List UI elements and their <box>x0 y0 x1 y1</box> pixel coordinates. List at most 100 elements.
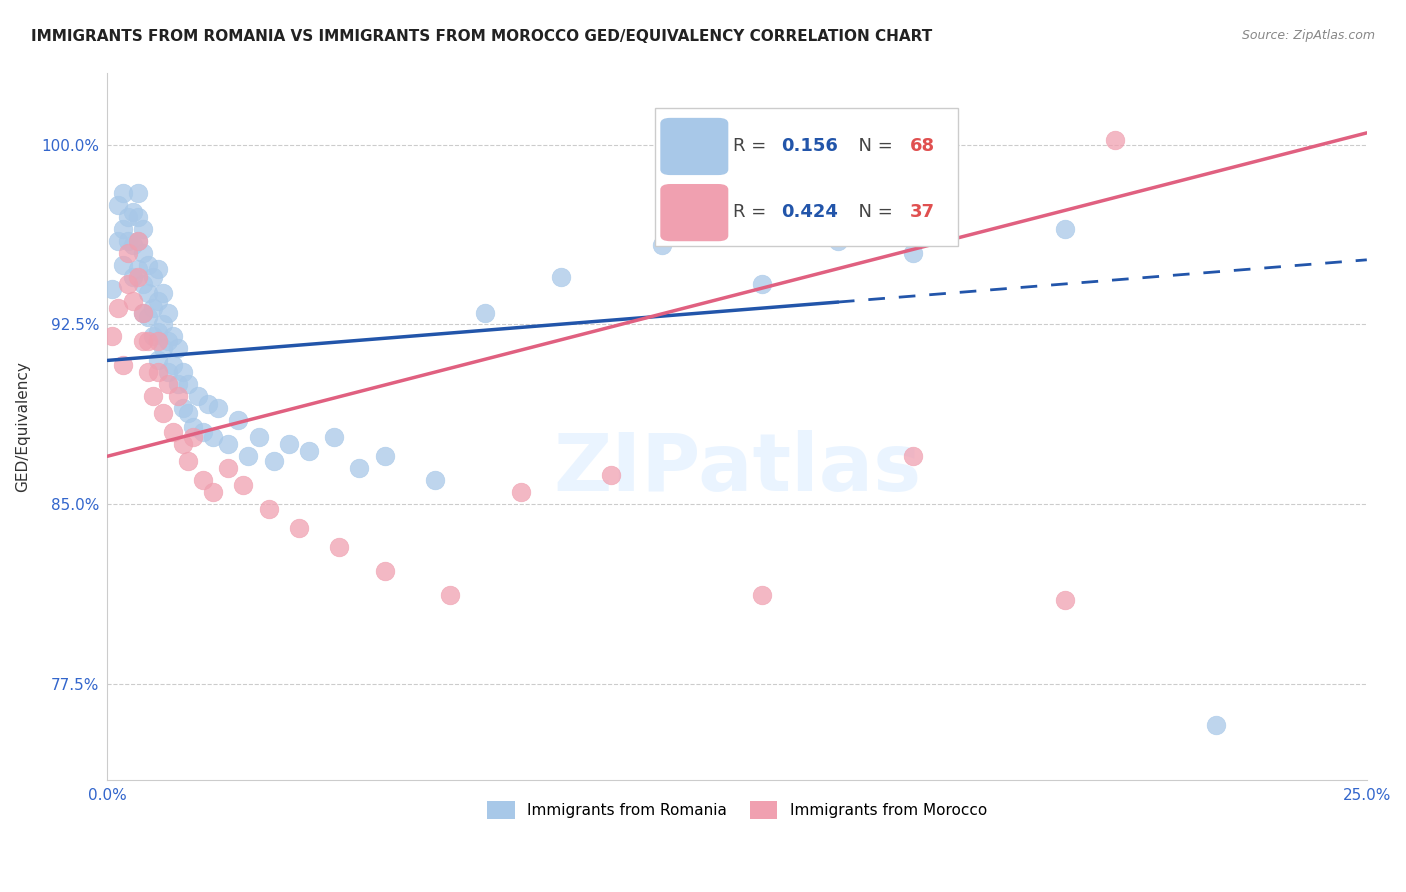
Point <box>167 377 190 392</box>
Point <box>217 437 239 451</box>
Text: R =: R = <box>734 137 772 155</box>
Point <box>1104 133 1126 147</box>
Point <box>152 286 174 301</box>
Point <box>373 449 395 463</box>
Point <box>131 221 153 235</box>
Point <box>257 502 280 516</box>
Point <box>131 305 153 319</box>
Text: Source: ZipAtlas.com: Source: ZipAtlas.com <box>1241 29 1375 42</box>
Point <box>146 293 169 308</box>
Point <box>142 301 165 315</box>
Point <box>172 365 194 379</box>
Text: 0.156: 0.156 <box>782 137 838 155</box>
Point <box>177 406 200 420</box>
Point <box>127 210 149 224</box>
Point <box>131 245 153 260</box>
Point <box>117 277 139 291</box>
Point <box>550 269 572 284</box>
Point <box>232 478 254 492</box>
Point <box>121 269 143 284</box>
Point <box>328 541 350 555</box>
Point <box>207 401 229 416</box>
Y-axis label: GED/Equivalency: GED/Equivalency <box>15 361 30 491</box>
Point <box>146 262 169 277</box>
Point <box>136 286 159 301</box>
Point <box>152 318 174 332</box>
Point <box>136 258 159 272</box>
Point <box>177 377 200 392</box>
Text: N =: N = <box>846 203 898 221</box>
Point <box>191 473 214 487</box>
Point <box>142 329 165 343</box>
Point <box>101 329 124 343</box>
Point <box>181 430 204 444</box>
Point <box>177 454 200 468</box>
Legend: Immigrants from Romania, Immigrants from Morocco: Immigrants from Romania, Immigrants from… <box>481 795 993 825</box>
Point <box>903 245 925 260</box>
Point <box>131 277 153 291</box>
Point <box>651 238 673 252</box>
Point <box>238 449 260 463</box>
Point <box>247 430 270 444</box>
Point <box>217 461 239 475</box>
Point <box>146 334 169 349</box>
Point <box>136 334 159 349</box>
Point <box>263 454 285 468</box>
Point <box>172 401 194 416</box>
Point <box>423 473 446 487</box>
Point <box>172 437 194 451</box>
Point <box>323 430 346 444</box>
Point <box>152 406 174 420</box>
Point <box>117 234 139 248</box>
Point <box>142 269 165 284</box>
Point <box>146 353 169 368</box>
Point <box>202 485 225 500</box>
Point <box>142 389 165 403</box>
Text: 0.424: 0.424 <box>782 203 838 221</box>
Point <box>277 437 299 451</box>
Point <box>1053 593 1076 607</box>
Point <box>167 389 190 403</box>
Text: 37: 37 <box>910 203 935 221</box>
Point <box>600 468 623 483</box>
Point <box>107 234 129 248</box>
Point <box>162 329 184 343</box>
Text: R =: R = <box>734 203 772 221</box>
Point <box>349 461 371 475</box>
Point <box>152 342 174 356</box>
FancyBboxPatch shape <box>655 108 957 246</box>
Point <box>146 365 169 379</box>
Point <box>146 325 169 339</box>
Point <box>121 293 143 308</box>
Point <box>162 358 184 372</box>
Text: ZIPatlas: ZIPatlas <box>553 430 921 508</box>
Point <box>162 425 184 440</box>
Point <box>1053 221 1076 235</box>
Point <box>474 305 496 319</box>
Point <box>101 281 124 295</box>
Point <box>156 305 179 319</box>
Point <box>903 449 925 463</box>
Text: N =: N = <box>846 137 898 155</box>
Point <box>117 245 139 260</box>
Point <box>187 389 209 403</box>
Point <box>509 485 531 500</box>
Point <box>202 430 225 444</box>
Point <box>127 234 149 248</box>
Point <box>197 396 219 410</box>
Point <box>156 334 179 349</box>
Point <box>127 234 149 248</box>
Point <box>136 365 159 379</box>
Point <box>127 186 149 200</box>
Point <box>111 186 134 200</box>
Point <box>191 425 214 440</box>
Text: IMMIGRANTS FROM ROMANIA VS IMMIGRANTS FROM MOROCCO GED/EQUIVALENCY CORRELATION C: IMMIGRANTS FROM ROMANIA VS IMMIGRANTS FR… <box>31 29 932 44</box>
Point <box>156 377 179 392</box>
Point <box>1205 717 1227 731</box>
FancyBboxPatch shape <box>661 184 728 241</box>
Point <box>117 210 139 224</box>
Point <box>131 305 153 319</box>
Point <box>827 234 849 248</box>
Point <box>127 262 149 277</box>
Point <box>131 334 153 349</box>
